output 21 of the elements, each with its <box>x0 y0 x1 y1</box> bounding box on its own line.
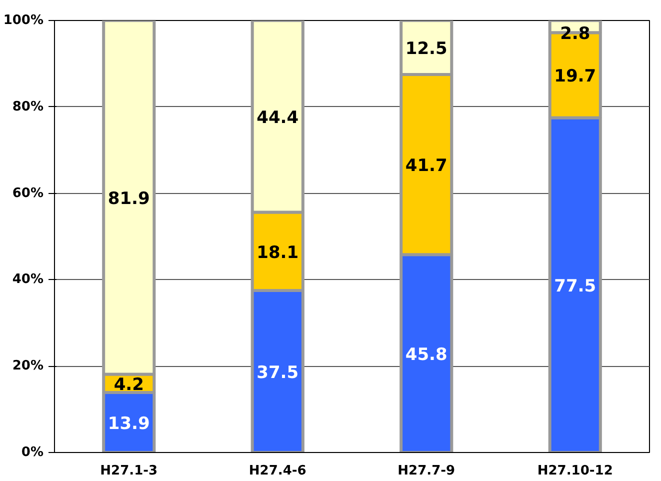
y-tick-label: 100% <box>3 13 44 28</box>
data-label: 18.1 <box>256 242 299 263</box>
data-label: 13.9 <box>108 414 150 434</box>
data-label: 44.4 <box>256 108 299 128</box>
data-label: 45.8 <box>405 345 448 366</box>
data-label: 19.7 <box>554 66 596 87</box>
y-tick-label: 0% <box>21 445 44 460</box>
data-label: 12.5 <box>405 39 448 59</box>
y-tick-label: 60% <box>12 186 44 201</box>
y-tick-label: 80% <box>12 99 44 114</box>
data-label: 81.9 <box>108 188 150 209</box>
x-tick-label: H27.10-12 <box>537 464 613 478</box>
data-label: 77.5 <box>554 276 596 297</box>
data-label: 41.7 <box>405 156 448 176</box>
x-tick-label: H27.7-9 <box>398 464 456 478</box>
y-tick-label: 40% <box>12 272 44 288</box>
data-label: 4.2 <box>114 374 144 395</box>
x-tick-label: H27.1-3 <box>100 464 158 478</box>
y-tick-label: 20% <box>12 358 44 374</box>
data-label: 37.5 <box>256 363 299 383</box>
x-tick-label: H27.4-6 <box>248 464 306 478</box>
